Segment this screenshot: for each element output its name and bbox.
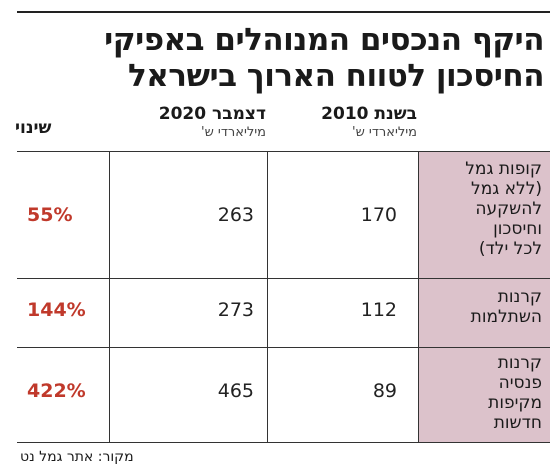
value-2010-kupot-gemel: 170 (360, 204, 397, 226)
column-header-2020-title: דצמבר 2020 (158, 104, 266, 124)
table-rule-row-2 (17, 347, 550, 348)
top-rule (17, 11, 550, 13)
change-keren-pensia: 422% (27, 380, 86, 402)
row-label-line: השתלמות (470, 307, 542, 327)
value-2020-kupot-gemel: 263 (217, 204, 254, 226)
data-table: קופות גמל (ללא גמל להשקעה וחיסכון לכל יל… (17, 151, 550, 443)
table-rule-row-1 (17, 278, 550, 279)
row-label-line: (ללא גמל (471, 179, 542, 199)
value-2010-keren-hishtalmut: 112 (360, 299, 397, 321)
column-header-change: שינוי (15, 118, 52, 138)
column-header-2020: דצמבר 2020 מיליארדי ש' (116, 104, 266, 141)
table-divider-change (109, 151, 110, 443)
column-header-2010-unit: מיליארדי ש' (352, 125, 417, 140)
row-label-line: להשקעה (475, 199, 542, 219)
table-rule-bottom (17, 442, 550, 443)
row-label-line: קרנות (497, 287, 542, 307)
value-2020-keren-hishtalmut: 273 (217, 299, 254, 321)
row-label-keren-pensia: קרנות פנסיה מקיפות חדשות (422, 353, 542, 433)
source-note: מקור: אתר גמל נט (20, 449, 134, 465)
column-header-2010: בשנת 2010 מיליארדי ש' (282, 104, 417, 141)
table-divider-2010 (418, 151, 419, 443)
value-2020-keren-pensia: 465 (217, 380, 254, 402)
table-divider-2020 (267, 151, 268, 443)
chart-title: היקף הנכסים המנוהלים באפיקי החיסכון לטוו… (24, 22, 544, 94)
row-header-background (418, 151, 550, 443)
title-line-2: החיסכון לטווח הארוך בישראל (127, 58, 545, 94)
title-line-1: היקף הנכסים המנוהלים באפיקי (104, 22, 544, 58)
table-rule-top (17, 151, 550, 152)
row-label-line: מקיפות (488, 393, 542, 413)
row-label-line: לכל ילד) (478, 239, 542, 259)
change-kupot-gemel: 55% (27, 204, 73, 226)
row-label-keren-hishtalmut: קרנות השתלמות (422, 287, 542, 327)
row-label-kupot-gemel: קופות גמל (ללא גמל להשקעה וחיסכון לכל יל… (422, 159, 542, 259)
row-label-line: וחיסכון (493, 219, 542, 239)
change-keren-hishtalmut: 144% (27, 299, 86, 321)
row-label-line: חדשות (493, 413, 542, 433)
value-2010-keren-pensia: 89 (372, 380, 397, 402)
column-header-2020-unit: מיליארדי ש' (201, 125, 266, 140)
row-label-line: פנסיה (498, 373, 542, 393)
row-label-line: קרנות (497, 353, 542, 373)
column-header-2010-title: בשנת 2010 (321, 104, 417, 124)
row-label-line: קופות גמל (465, 159, 542, 179)
